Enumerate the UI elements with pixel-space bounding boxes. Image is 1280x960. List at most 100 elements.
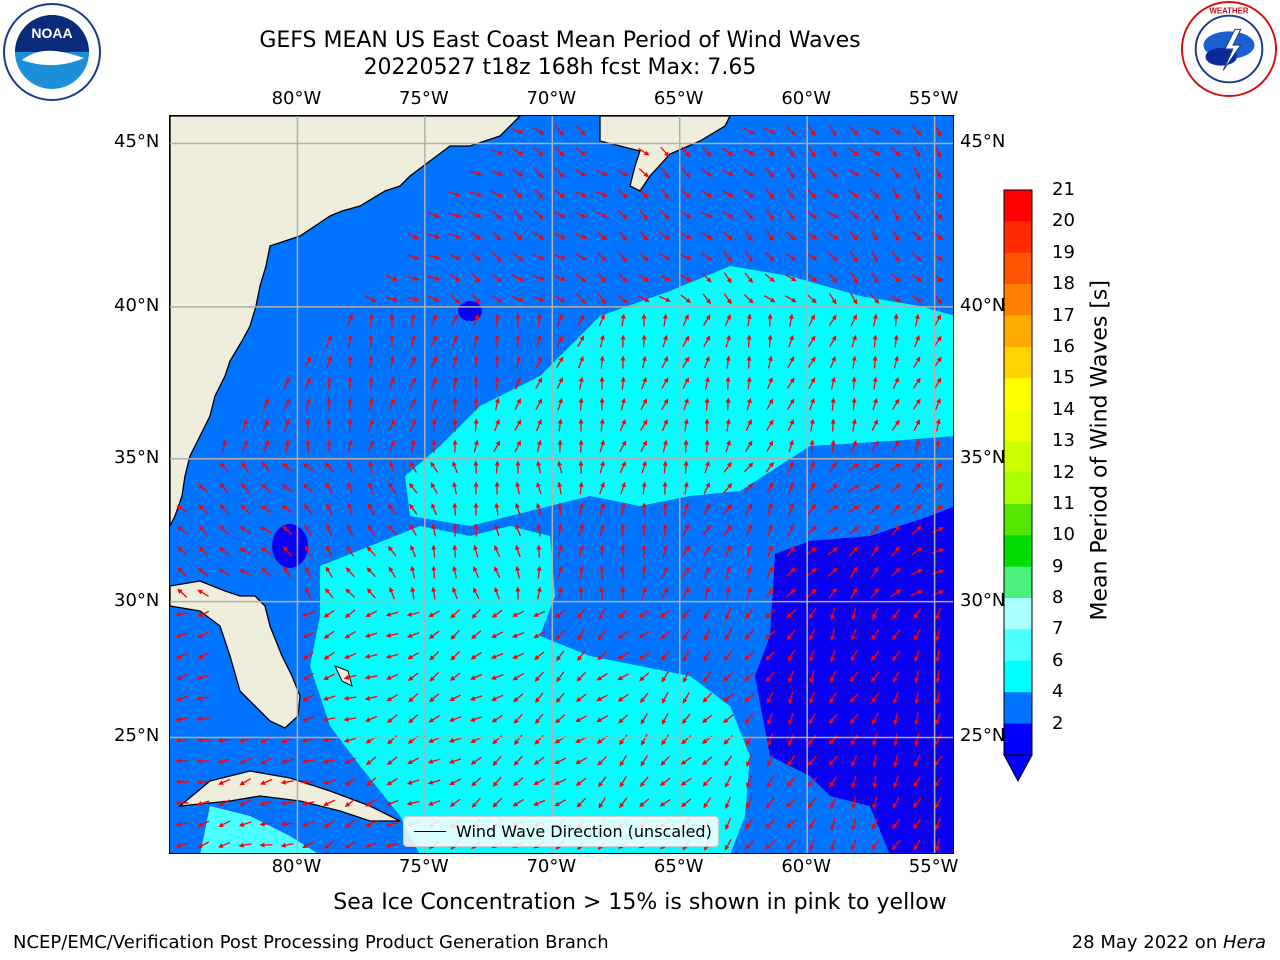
direction-arrow — [870, 293, 880, 304]
direction-arrow — [301, 779, 315, 785]
direction-arrow — [280, 842, 294, 848]
direction-arrow — [323, 609, 335, 618]
direction-arrow — [326, 355, 332, 369]
direction-arrow — [746, 397, 752, 411]
wind-wave-direction-arrows — [175, 124, 945, 852]
direction-arrow — [767, 355, 773, 369]
direction-arrow — [575, 715, 587, 723]
direction-arrow — [617, 693, 629, 702]
direction-arrow — [681, 545, 690, 557]
direction-arrow — [892, 440, 900, 452]
direction-arrow — [682, 629, 691, 641]
colorbar-segment — [1004, 441, 1032, 473]
direction-arrow — [662, 313, 668, 327]
direction-arrow — [723, 293, 732, 305]
direction-arrow — [431, 565, 437, 579]
direction-arrow — [578, 586, 584, 600]
direction-arrow — [702, 524, 711, 536]
direction-arrow — [849, 546, 859, 557]
direction-arrow — [868, 463, 881, 471]
direction-arrow — [368, 460, 374, 474]
direction-arrow — [175, 695, 189, 701]
direction-arrow — [701, 252, 713, 261]
direction-arrow — [807, 755, 818, 766]
direction-arrow — [515, 460, 521, 474]
direction-arrow — [851, 418, 857, 432]
direction-arrow — [848, 484, 860, 492]
direction-arrow — [452, 586, 458, 600]
direction-arrow — [703, 797, 712, 809]
direction-arrow — [557, 418, 563, 432]
direction-arrow — [197, 631, 210, 639]
direction-arrow — [494, 586, 500, 600]
colorbar-segment — [1004, 315, 1032, 348]
direction-arrow — [470, 293, 481, 304]
direction-arrow — [469, 191, 483, 197]
direction-arrow — [473, 355, 479, 369]
direction-arrow — [807, 503, 816, 515]
direction-arrow — [620, 586, 626, 600]
map-legend: Wind Wave Direction (unscaled) — [403, 816, 719, 847]
direction-arrow — [723, 672, 734, 682]
direction-arrow — [934, 776, 943, 788]
direction-arrow — [701, 756, 713, 766]
direction-arrow — [347, 376, 353, 390]
colorbar-segment — [1004, 660, 1032, 693]
direction-arrow — [410, 586, 416, 600]
direction-arrow — [892, 208, 899, 221]
direction-arrow — [893, 733, 899, 747]
direction-arrow — [871, 230, 879, 242]
direction-arrow — [870, 650, 880, 661]
direction-arrow — [809, 397, 815, 411]
direction-arrow — [704, 418, 710, 432]
direction-arrow — [766, 776, 774, 788]
direction-arrow — [892, 670, 900, 683]
direction-arrow — [452, 523, 458, 537]
direction-arrow — [808, 482, 816, 495]
direction-arrow — [536, 481, 542, 495]
direction-arrow — [597, 629, 607, 641]
direction-arrow — [175, 821, 189, 827]
direction-arrow — [599, 460, 605, 474]
legend-label: Wind Wave Direction (unscaled) — [456, 822, 712, 841]
direction-arrow — [871, 692, 880, 704]
direction-arrow — [554, 778, 567, 785]
direction-arrow — [409, 355, 416, 369]
direction-arrow — [912, 230, 922, 241]
direction-arrow — [638, 147, 650, 156]
colorbar-tick-label: 10 — [1052, 524, 1075, 546]
direction-arrow — [533, 799, 546, 806]
direction-arrow — [893, 775, 899, 789]
direction-arrow — [617, 630, 629, 639]
direction-arrow — [702, 293, 711, 305]
direction-arrow — [323, 630, 335, 639]
direction-arrow — [599, 586, 605, 600]
direction-arrow — [661, 671, 670, 683]
direction-arrow — [830, 376, 836, 390]
lat-label-left: 25°N — [114, 725, 160, 747]
colorbar-segment — [1004, 503, 1032, 536]
direction-arrow — [344, 819, 356, 828]
direction-arrow — [448, 212, 462, 218]
direction-arrow — [598, 314, 605, 327]
direction-arrow — [890, 273, 901, 283]
direction-arrow — [617, 652, 629, 660]
direction-arrow — [282, 546, 292, 557]
direction-arrow — [912, 398, 921, 410]
direction-arrow — [473, 481, 479, 495]
direction-arrow — [911, 525, 922, 535]
direction-arrow — [723, 461, 732, 473]
direction-arrow — [449, 672, 461, 681]
direction-arrow — [850, 272, 858, 284]
direction-arrow — [515, 481, 521, 495]
direction-arrow — [806, 588, 817, 598]
direction-arrow — [809, 691, 815, 705]
direction-arrow — [682, 335, 690, 347]
footer-right: 28 May 2022 on Hera — [1072, 932, 1266, 953]
direction-arrow — [578, 502, 584, 516]
direction-arrow — [301, 737, 315, 743]
direction-arrow — [431, 544, 437, 558]
direction-arrow — [262, 398, 269, 411]
direction-arrow — [723, 524, 732, 536]
direction-arrow — [872, 817, 879, 830]
